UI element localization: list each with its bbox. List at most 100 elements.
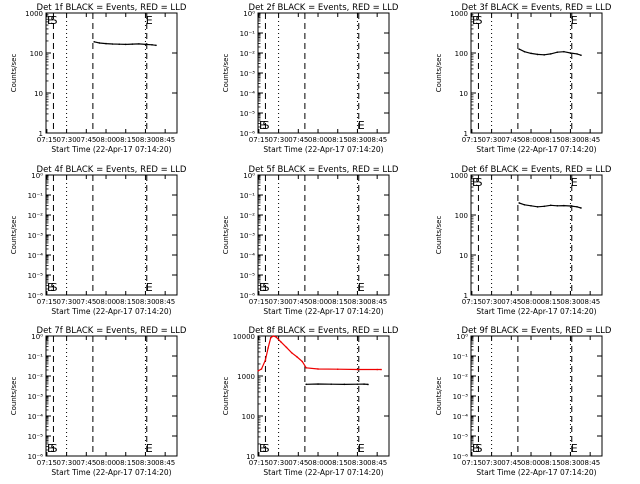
y-tick-label: 10⁻³ — [240, 232, 256, 240]
series-lld — [258, 336, 381, 371]
x-tick-label: 07:45 — [501, 459, 521, 467]
x-axis-label: Start Time (22-Apr-17 07:14:20) — [51, 468, 171, 477]
y-tick-label: 10⁻² — [28, 212, 44, 220]
x-axis-label: Start Time (22-Apr-17 07:14:20) — [263, 307, 383, 316]
y-tick-label: 10⁻⁵ — [453, 433, 469, 441]
y-tick-label: 10⁻³ — [28, 393, 44, 401]
data-point — [337, 368, 339, 370]
y-tick-label: 1 — [39, 130, 43, 138]
data-point — [537, 206, 539, 208]
data-point — [524, 51, 526, 53]
y-axis-label: Counts/sec — [435, 377, 443, 416]
data-point — [151, 44, 153, 46]
x-tick-label: 08:30 — [347, 298, 367, 306]
y-tick-label: 10⁻⁴ — [453, 413, 469, 421]
data-point — [524, 204, 526, 206]
x-tick-label: 08:15 — [116, 298, 136, 306]
panel-title: Det 3f BLACK = Events, RED = LLD — [462, 3, 612, 13]
x-tick-label: 08:15 — [328, 136, 348, 144]
y-tick-label: 10⁰ — [456, 333, 468, 341]
panel-det-7f: Det 7f BLACK = Events, RED = LLDCounts/s… — [10, 326, 187, 477]
plot-frame — [471, 175, 602, 295]
data-point — [576, 206, 578, 208]
data-point — [305, 384, 307, 386]
x-tick-label: 07:45 — [76, 459, 96, 467]
data-point — [557, 205, 559, 207]
data-point — [376, 369, 378, 371]
data-point — [280, 341, 282, 343]
data-point — [550, 53, 552, 55]
data-point — [344, 384, 346, 386]
x-tick-label: 08:30 — [347, 136, 367, 144]
x-tick-label: 08:45 — [580, 298, 600, 306]
x-tick-label: 07:45 — [501, 298, 521, 306]
data-point — [286, 347, 288, 349]
y-tick-label: 100 — [30, 50, 43, 58]
marker-label-e: E — [358, 281, 365, 294]
y-tick-label: 10 — [34, 90, 43, 98]
data-point — [296, 356, 298, 358]
data-point — [357, 383, 359, 385]
y-tick-label: 100 — [242, 413, 255, 421]
y-tick-label: 10⁰ — [31, 333, 43, 341]
plot-frame — [258, 175, 389, 295]
x-tick-label: 08:00 — [521, 298, 541, 306]
marker-label-s: S — [475, 14, 482, 27]
data-point — [270, 337, 272, 339]
data-point — [363, 383, 365, 385]
data-point — [275, 336, 277, 338]
y-tick-label: 10⁻⁴ — [28, 413, 44, 421]
x-tick-label: 08:30 — [135, 136, 155, 144]
panel-title: Det 9f BLACK = Events, RED = LLD — [462, 326, 612, 336]
x-tick-label: 08:30 — [560, 298, 580, 306]
y-tick-label: 10⁻¹ — [240, 30, 256, 38]
y-tick-label: 10⁻⁵ — [240, 272, 256, 280]
data-point — [105, 43, 107, 45]
data-point — [380, 369, 382, 371]
x-axis-label: Start Time (22-Apr-17 07:14:20) — [263, 145, 383, 154]
y-tick-label: 10⁰ — [243, 172, 255, 180]
marker-label-s: S — [50, 442, 57, 455]
x-tick-label: 07:30 — [56, 298, 76, 306]
y-tick-label: 10⁻⁴ — [28, 252, 44, 260]
data-point — [125, 44, 127, 46]
x-tick-label: 08:00 — [96, 136, 116, 144]
y-tick-label: 1 — [464, 130, 468, 138]
data-point — [576, 53, 578, 55]
y-tick-label: 10⁻⁵ — [240, 110, 256, 118]
y-axis-label: Counts/sec — [222, 54, 230, 93]
x-tick-label: 08:15 — [328, 298, 348, 306]
y-tick-label: 10⁻³ — [28, 232, 44, 240]
y-tick-label: 10⁻⁶ — [240, 130, 256, 138]
x-tick-label: 08:45 — [580, 459, 600, 467]
panel-det-4f: Det 4f BLACK = Events, RED = LLDCounts/s… — [10, 165, 187, 316]
data-point — [530, 205, 532, 207]
data-point — [155, 44, 157, 46]
x-tick-label: 07:30 — [268, 459, 288, 467]
data-point — [317, 383, 319, 385]
y-tick-label: 10⁻⁵ — [28, 272, 44, 280]
marker-label-e: E — [571, 442, 578, 455]
x-tick-label: 07:45 — [288, 298, 308, 306]
x-tick-label: 08:30 — [135, 298, 155, 306]
y-tick-label: 10⁻² — [453, 373, 469, 381]
x-axis-label: Start Time (22-Apr-17 07:14:20) — [476, 145, 596, 154]
y-tick-label: 10⁻⁵ — [28, 433, 44, 441]
panel-title: Det 1f BLACK = Events, RED = LLD — [37, 3, 187, 13]
x-tick-label: 08:00 — [96, 298, 116, 306]
plot-frame — [258, 336, 389, 456]
x-tick-label: 08:00 — [308, 136, 328, 144]
marker-label-e: E — [571, 14, 578, 27]
y-tick-label: 10⁰ — [31, 172, 43, 180]
x-axis-label: Start Time (22-Apr-17 07:14:20) — [51, 307, 171, 316]
marker-label-e: E — [358, 442, 365, 455]
x-tick-label: 08:45 — [580, 136, 600, 144]
y-tick-label: 10⁰ — [243, 10, 255, 18]
panel-det-3f: Det 3f BLACK = Events, RED = LLDCounts/s… — [435, 3, 612, 154]
y-tick-label: 1000 — [450, 10, 468, 18]
marker-label-e: E — [358, 119, 365, 132]
y-tick-label: 10 — [459, 252, 468, 260]
y-tick-label: 10⁻¹ — [28, 192, 44, 200]
x-tick-label: 07:30 — [481, 298, 501, 306]
